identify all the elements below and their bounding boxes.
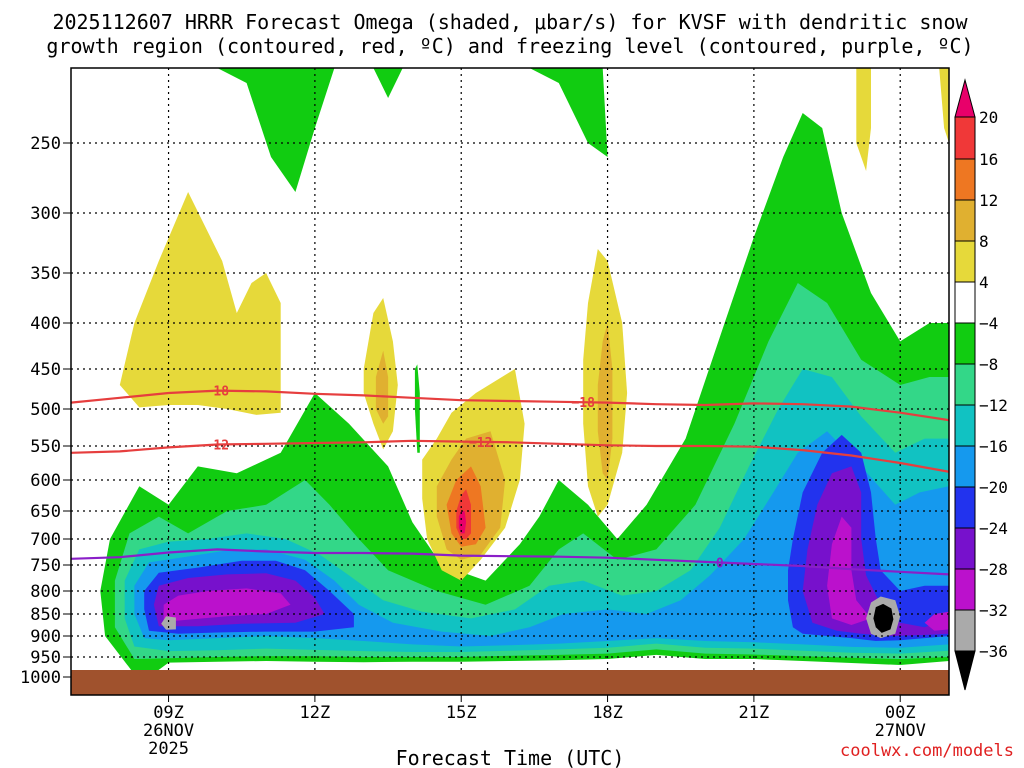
x-tick-label: 09Z [153,703,184,723]
contour-line-freezing-level [71,548,949,576]
x-tick-label: 15Z [446,703,477,723]
colorbar-bin [954,527,976,570]
temperature-contours: −18 −18 −12 −12 0 [71,385,949,576]
x-tick-label: 21Z [739,703,770,723]
y-tick-label: 750 [30,556,61,576]
omega-region [363,68,403,98]
colorbar-label: −20 [979,478,1008,497]
colorbar-label: 4 [979,273,989,292]
y-tick-label: 700 [30,530,61,550]
x-axis-label: Forecast Time (UTC) [396,746,625,768]
x-tick-label: 12Z [300,703,331,723]
omega-region [119,192,281,415]
colorbar-label: −8 [979,355,998,374]
colorbar-bin [954,486,976,529]
colorbar-label: −28 [979,560,1008,579]
y-tick-label: 300 [30,204,61,224]
omega-region [414,364,420,453]
colorbar-bin [954,568,976,611]
colorbar-bin [954,445,976,488]
y-tick-label: 400 [30,314,61,334]
y-tick-label: 1000 [20,668,61,688]
colorbar-label: −36 [979,642,1008,661]
x-tick-year: 2025 [148,739,189,759]
colorbar-bin [954,650,976,691]
contour-label: −12 [469,436,492,451]
omega-region [873,603,894,633]
y-tick-label: 550 [30,437,61,457]
y-tick-label: 650 [30,502,61,522]
x-tick-date: 27NOV [875,721,926,741]
y-tick-label: 950 [30,648,61,668]
colorbar-label: 12 [979,191,998,210]
y-tick-label: 450 [30,360,61,380]
y-tick-label: 500 [30,400,61,420]
credit-link[interactable]: coolwx.com/models [840,741,1014,761]
colorbar-bin [954,281,976,324]
omega-region [161,616,176,630]
y-tick-label: 350 [30,264,61,284]
omega-region [217,68,335,192]
colorbar-label: −12 [979,396,1008,415]
omega-region [856,68,871,171]
y-tick-label: 250 [30,134,61,154]
colorbar-label: −32 [979,601,1008,620]
omega-region [458,511,467,534]
contour-label: −12 [206,439,229,454]
omega-region [939,68,949,143]
colorbar: 20 16 12 8 4 −4 −8 −12 −16 −20 −24 −28 −32 −36 [954,78,1008,691]
colorbar-label: −24 [979,519,1008,538]
colorbar-label: 16 [979,150,998,169]
contour-label: −18 [206,385,230,400]
colorbar-label: 20 [979,108,998,127]
omega-region [924,611,949,631]
chart-title-line-1: 2025112607 HRRR Forecast Omega (shaded, … [52,10,968,34]
contour-label: −18 [571,396,595,411]
colorbar-bin [954,609,976,652]
x-tick-label: 00Z [885,703,916,723]
x-tick-date: 26NOV [143,721,194,741]
colorbar-label: −4 [979,314,998,333]
contour-line-dendritic-top [71,389,949,422]
y-tick-label: 800 [30,582,61,602]
colorbar-bin [954,116,976,160]
colorbar-bin [954,158,976,201]
chart-title-line-2: growth region (contoured, red, ºC) and f… [46,34,973,58]
omega-region [827,516,871,625]
colorbar-bin [954,404,976,447]
colorbar-bin [954,78,976,118]
colorbar-label: −16 [979,437,1008,456]
y-axis-ticks: 2503003504004505005506006507007508008509… [20,134,71,688]
colorbar-label: 8 [979,232,989,251]
y-tick-label: 900 [30,627,61,647]
omega-region [510,68,608,157]
colorbar-bin [954,322,976,365]
plot-grid [71,68,949,670]
colorbar-bin [954,199,976,242]
y-tick-label: 850 [30,605,61,625]
plot-frame [70,67,950,696]
x-tick-label: 18Z [592,703,623,723]
colorbar-bin [954,363,976,406]
ground-below-surface [71,670,949,695]
colorbar-bin [954,240,976,283]
omega-region [134,431,949,648]
contour-line-dendritic-bottom [71,439,949,473]
y-tick-label: 600 [30,471,61,491]
contour-label: 0 [716,557,724,572]
